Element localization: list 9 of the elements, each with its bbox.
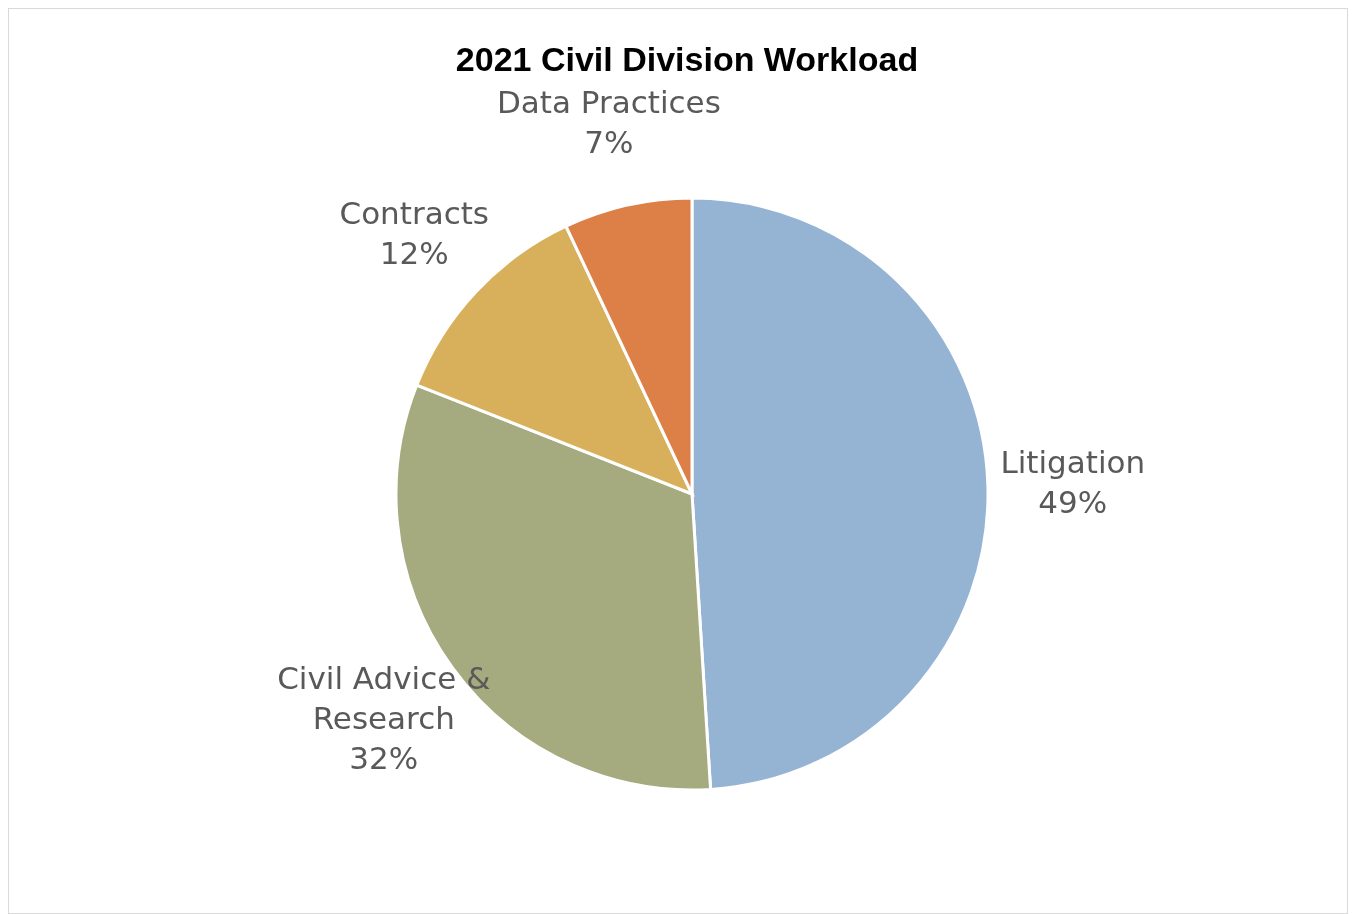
data-label: 32% bbox=[349, 739, 419, 776]
data-label: 12% bbox=[379, 235, 449, 272]
data-label: 49% bbox=[1038, 484, 1108, 521]
slice-label: Contracts bbox=[339, 195, 490, 232]
slice-label: Litigation bbox=[1000, 444, 1146, 481]
slice-label: Civil Advice & Research bbox=[277, 659, 491, 736]
data-label: 7% bbox=[584, 124, 634, 161]
chart-title: 2021 Civil Division Workload bbox=[455, 40, 919, 78]
slice-label: Data Practices bbox=[496, 84, 721, 121]
